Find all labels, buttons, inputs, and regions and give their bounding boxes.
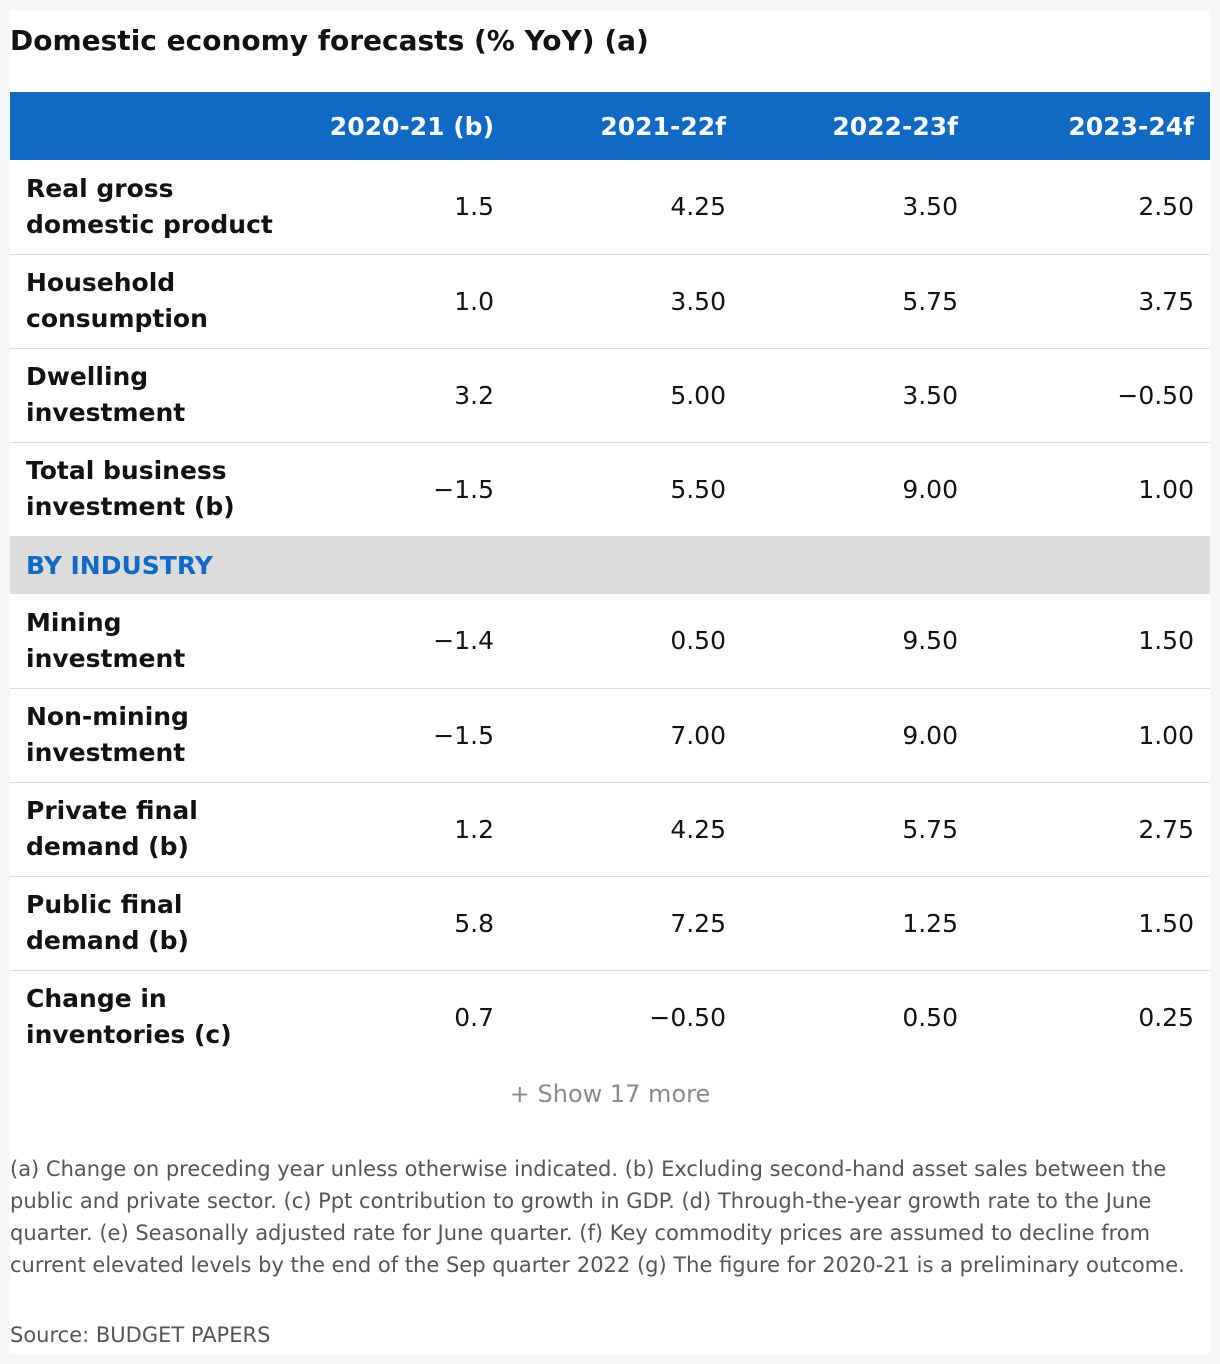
table-cell: 5.8 (454, 908, 494, 938)
table-cell: −0.50 (649, 1002, 726, 1032)
table-cell: 1.2 (454, 814, 494, 844)
table-title: Domestic economy forecasts (% YoY) (a) (10, 24, 649, 57)
table-cell: 3.50 (902, 192, 958, 222)
table-cell: 2.50 (1138, 192, 1194, 222)
row-label: Public final demand (b) (26, 890, 189, 955)
table-cell: 3.75 (1138, 286, 1194, 316)
row-label: Household consumption (26, 268, 208, 333)
table-row: Non-mining investment −1.5 7.00 9.00 1.0… (10, 688, 1210, 782)
table-cell: 4.25 (670, 192, 726, 222)
table-cell: 1.5 (454, 192, 494, 222)
table-row: Change in inventories (c) 0.7 −0.50 0.50… (10, 970, 1210, 1064)
table-row: Real gross domestic product 1.5 4.25 3.5… (10, 160, 1210, 254)
table-cell: 3.50 (670, 286, 726, 316)
section-row-by-industry: BY INDUSTRY (10, 536, 1210, 594)
forecast-table: 2020-21 (b) 2021-22f 2022-23f 2023-24f R… (10, 92, 1210, 1064)
header-cell-2020-21: 2020-21 (b) (329, 111, 494, 141)
table-cell: −0.50 (1117, 380, 1194, 410)
table-cell: 2.75 (1138, 814, 1194, 844)
table-cell: 5.00 (670, 380, 726, 410)
table-cell: 4.25 (670, 814, 726, 844)
row-label: Mining investment (26, 607, 186, 673)
table-cell: −1.5 (433, 720, 494, 750)
table-row: Public final demand (b) 5.8 7.25 1.25 1.… (10, 876, 1210, 970)
table-cell: 3.50 (902, 380, 958, 410)
table-cell: 0.7 (454, 1002, 494, 1032)
footnotes: (a) Change on preceding year unless othe… (10, 1157, 1185, 1277)
table-cell: 7.25 (670, 908, 726, 938)
table-cell: 9.00 (902, 474, 958, 504)
table-row: Household consumption 1.0 3.50 5.75 3.75 (10, 254, 1210, 348)
table-cell: 1.25 (902, 908, 958, 938)
row-label: Total business investment (b) (26, 456, 235, 522)
table-cell: 1.50 (1138, 626, 1194, 656)
section-label: BY INDUSTRY (26, 550, 213, 580)
table-row: Private final demand (b) 1.2 4.25 5.75 2… (10, 782, 1210, 876)
row-label: Change in inventories (c) (26, 984, 232, 1050)
row-label: Real gross domestic product (26, 173, 273, 239)
table-cell: 1.00 (1138, 474, 1194, 504)
table-cell: 9.00 (902, 720, 958, 750)
header-cell-2023-24: 2023-24f (1068, 111, 1194, 141)
header-cell-2021-22: 2021-22f (600, 111, 726, 141)
table-row: Mining investment −1.4 0.50 9.50 1.50 (10, 594, 1210, 688)
table-cell: 0.50 (670, 626, 726, 656)
header-cell-label (10, 92, 278, 160)
table-cell: 0.50 (902, 1002, 958, 1032)
table-cell: 0.25 (1138, 1002, 1194, 1032)
table-cell: 5.75 (902, 286, 958, 316)
table-cell: 3.2 (454, 380, 494, 410)
table-cell: 5.50 (670, 474, 726, 504)
row-label: Non-mining investment (26, 702, 189, 767)
table-cell: 1.0 (454, 286, 494, 316)
header-cell-2022-23: 2022-23f (832, 111, 958, 141)
row-label: Private final demand (b) (26, 796, 198, 861)
table-row: Dwelling investment 3.2 5.00 3.50 −0.50 (10, 348, 1210, 442)
table-cell: −1.4 (433, 626, 494, 656)
table-cell: −1.5 (433, 474, 494, 504)
row-label: Dwelling investment (26, 362, 186, 427)
table-cell: 1.00 (1138, 720, 1194, 750)
forecast-card: Domestic economy forecasts (% YoY) (a) 2… (10, 10, 1210, 1354)
source-credit: Source: BUDGET PAPERS (10, 1323, 271, 1347)
table-cell: 7.00 (670, 720, 726, 750)
table-cell: 1.50 (1138, 908, 1194, 938)
table-cell: 9.50 (902, 626, 958, 656)
show-more-button[interactable]: + Show 17 more (509, 1080, 711, 1108)
header-row: 2020-21 (b) 2021-22f 2022-23f 2023-24f (10, 92, 1210, 160)
table-row: Total business investment (b) −1.5 5.50 … (10, 442, 1210, 536)
table-cell: 5.75 (902, 814, 958, 844)
